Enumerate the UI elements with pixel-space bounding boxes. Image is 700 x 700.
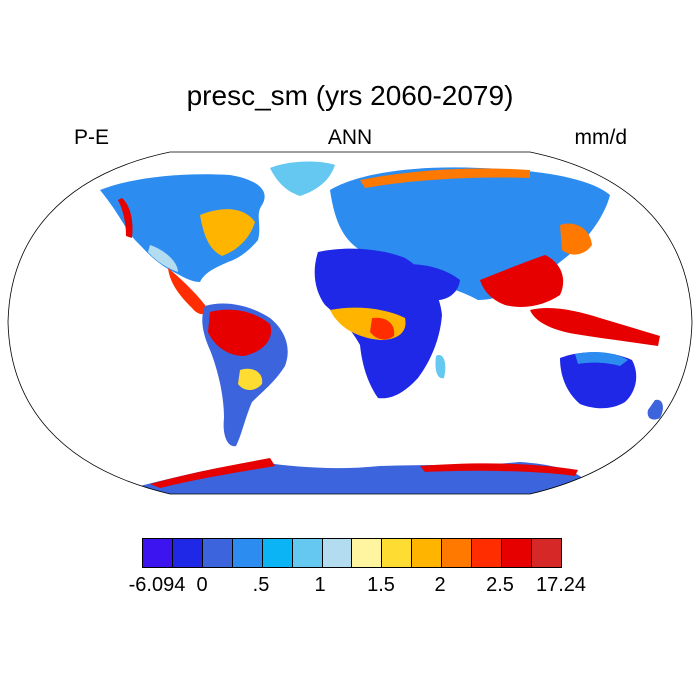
australia (560, 352, 637, 409)
central-africa-wet (370, 317, 395, 340)
colorbar-label: 2 (434, 574, 446, 596)
new-zealand (647, 399, 663, 420)
globe-outline (7, 151, 693, 495)
colorbar-swatch (262, 539, 293, 567)
colorbar-label: 1.5 (367, 574, 395, 596)
subtitle-right: mm/d (574, 126, 628, 149)
sa-southeast-wet (238, 368, 263, 390)
colorbar-label: 17.24 (535, 574, 587, 596)
colorbar-label: -6.094 (128, 574, 186, 596)
na-west-coast (118, 198, 133, 238)
asia-monsoon (480, 255, 564, 307)
greenland (270, 161, 335, 196)
colorbar-swatch (172, 539, 203, 567)
antarctica-coast (150, 458, 578, 488)
colorbar (142, 538, 562, 568)
colorbar-swatch (531, 539, 561, 567)
colorbar-swatch (143, 539, 173, 567)
colorbar-swatch (352, 539, 383, 567)
colorbar-label: .5 (252, 574, 270, 596)
subtitle-left: P-E (74, 126, 110, 149)
colorbar-label: 0 (196, 574, 208, 596)
colorbar-swatch (232, 539, 263, 567)
na-southwest-dry (148, 245, 178, 272)
plot-title: presc_sm (yrs 2060-2079) (186, 80, 514, 111)
colorbar-label: 1 (314, 574, 326, 596)
east-asia-wet (560, 223, 592, 255)
subtitle-center: ANN (327, 126, 373, 149)
madagascar (435, 354, 446, 379)
colorbar-swatch (412, 539, 443, 567)
colorbar-swatch (382, 539, 413, 567)
central-america (168, 268, 207, 315)
eurasia-north-coast (360, 168, 530, 188)
antarctica (140, 462, 585, 494)
amazon-wet (208, 309, 272, 356)
indonesia (530, 307, 660, 346)
colorbar-swatch (322, 539, 353, 567)
australia-north (575, 352, 628, 366)
colorbar-swatch (472, 539, 503, 567)
colorbar-swatch (292, 539, 323, 567)
colorbar-swatch (202, 539, 233, 567)
na-east-wet (200, 209, 255, 256)
colorbar-swatch (502, 539, 532, 567)
colorbar-label: 2.5 (486, 574, 514, 596)
colorbar-swatch (442, 539, 473, 567)
